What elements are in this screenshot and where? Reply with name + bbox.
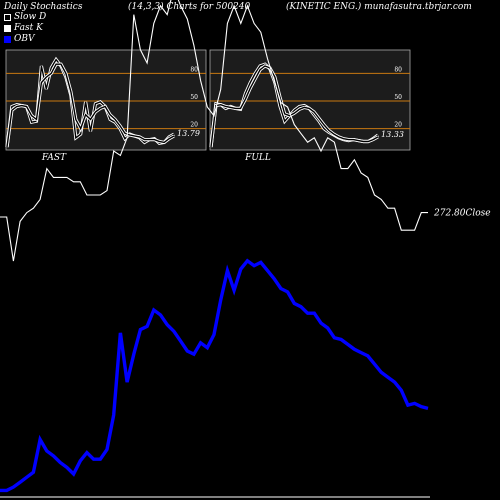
chart-title: Daily Stochastics <box>4 2 83 12</box>
series-0-fast <box>6 58 175 148</box>
chart-params: (14,3,3) Charts for 500240 <box>128 2 251 12</box>
legend-label-slow-d: Slow D <box>14 12 47 22</box>
obv-line <box>0 258 429 493</box>
panel-full <box>209 49 411 151</box>
ytick-50-full: 50 <box>394 94 402 101</box>
ytick-20-fast: 20 <box>190 122 198 129</box>
series-1-full <box>210 65 379 148</box>
ytick-80-fast: 80 <box>190 66 198 73</box>
legend-label-fast-k: Fast K <box>14 23 43 33</box>
legend-swatch-fast-k <box>4 25 11 32</box>
last-value-label-full: 13.33 <box>381 130 404 139</box>
ytick-50-fast: 50 <box>190 94 198 101</box>
ytick-80-full: 80 <box>394 66 402 73</box>
site-label: (KINETIC ENG.) munafasutra.tbrjar.com <box>286 2 472 12</box>
ytick-20-full: 20 <box>394 122 402 129</box>
legend-swatch-obv <box>4 36 11 43</box>
close-value-label: 272.80Close <box>433 209 491 219</box>
panel-fast <box>5 49 207 151</box>
series-1-fast <box>6 63 175 148</box>
panel-label-fast: FAST <box>41 153 67 163</box>
legend-swatch-slow-d <box>4 14 11 21</box>
legend-item-slow-d: Slow D <box>4 12 46 23</box>
legend-label-obv: OBV <box>14 34 35 44</box>
legend-item-obv: OBV <box>4 34 46 45</box>
legend: Slow D Fast K OBV <box>4 12 46 45</box>
last-value-label-fast: 13.79 <box>177 129 200 138</box>
legend-item-fast-k: Fast K <box>4 23 46 34</box>
panel-label-full: FULL <box>244 153 271 163</box>
close-line <box>0 0 428 262</box>
